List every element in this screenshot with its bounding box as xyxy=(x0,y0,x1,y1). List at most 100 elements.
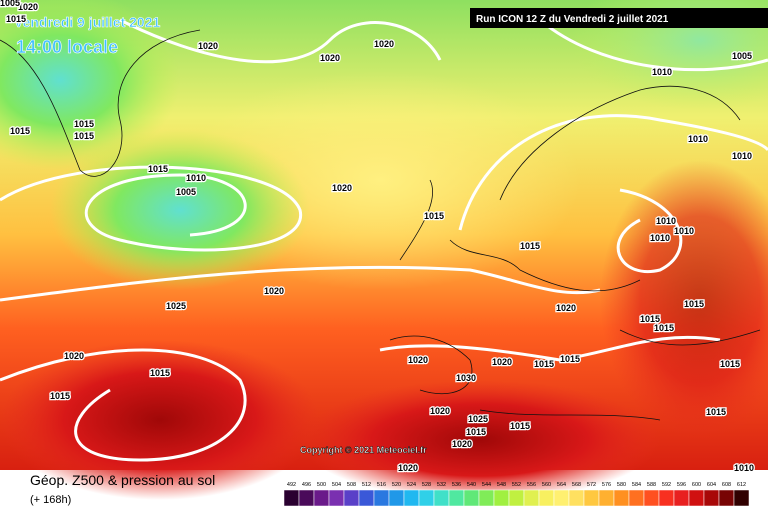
isobar-label: 1020 xyxy=(430,406,450,416)
isobar-label: 1020 xyxy=(264,286,284,296)
isobar-label: 1030 xyxy=(456,373,476,383)
isobar-label: 1025 xyxy=(166,301,186,311)
isobar-label: 1015 xyxy=(560,354,580,364)
scale-swatch xyxy=(538,489,555,507)
copyright: Copyright © 2021 Meteociel.fr xyxy=(300,445,427,455)
scale-swatch xyxy=(283,489,300,507)
scale-tick: 508 xyxy=(347,482,356,488)
isobar-label: 1015 xyxy=(6,14,26,24)
isobar-label: 1015 xyxy=(640,314,660,324)
scale-tick: 544 xyxy=(482,482,491,488)
isobar-label: 1020 xyxy=(452,439,472,449)
scale-swatch xyxy=(403,489,420,507)
scale-tick: 520 xyxy=(392,482,401,488)
scale-tick: 564 xyxy=(557,482,566,488)
scale-tick: 588 xyxy=(647,482,656,488)
scale-swatch xyxy=(568,489,585,507)
scale-swatch xyxy=(373,489,390,507)
isobar-label: 1015 xyxy=(0,0,20,8)
isobar-label: 1020 xyxy=(64,351,84,361)
scale-swatch xyxy=(688,489,705,507)
scale-swatch xyxy=(478,489,495,507)
isobar-label: 1015 xyxy=(150,368,170,378)
scale-swatch xyxy=(448,489,465,507)
scale-swatch xyxy=(343,489,360,507)
scale-tick: 552 xyxy=(512,482,521,488)
isobar-label: 1020 xyxy=(320,53,340,63)
scale-swatch xyxy=(583,489,600,507)
isobar-label: 1015 xyxy=(74,131,94,141)
scale-tick: 492 xyxy=(287,482,296,488)
isobar-label: 1015 xyxy=(74,119,94,129)
scale-tick: 504 xyxy=(332,482,341,488)
isobar-label: 1005 xyxy=(176,187,196,197)
isobar-label: 1010 xyxy=(652,67,672,77)
isobar-label: 1020 xyxy=(492,357,512,367)
isobar-label: 1015 xyxy=(148,164,168,174)
scale-tick: 528 xyxy=(422,482,431,488)
scale-tick: 576 xyxy=(602,482,611,488)
scale-tick: 596 xyxy=(677,482,686,488)
scale-swatch xyxy=(313,489,330,507)
scale-tick: 572 xyxy=(587,482,596,488)
scale-tick: 600 xyxy=(692,482,701,488)
scale-swatch xyxy=(703,489,720,507)
scale-swatch xyxy=(658,489,675,507)
scale-tick: 540 xyxy=(467,482,476,488)
scale-tick: 512 xyxy=(362,482,371,488)
scale-swatch xyxy=(418,489,435,507)
scale-swatch xyxy=(493,489,510,507)
isobar-label: 1015 xyxy=(720,359,740,369)
isobar-label: 1015 xyxy=(520,241,540,251)
scale-tick: 592 xyxy=(662,482,671,488)
isobar-label: 1015 xyxy=(510,421,530,431)
isobar-label: 1015 xyxy=(654,323,674,333)
isobar-label: 1010 xyxy=(186,173,206,183)
scale-tick: 568 xyxy=(572,482,581,488)
isobar-label: 1010 xyxy=(688,134,708,144)
run-info: Run ICON 12 Z du Vendredi 2 juillet 2021 xyxy=(476,14,669,25)
scale-swatch xyxy=(388,489,405,507)
run-banner xyxy=(470,8,768,28)
isobar-label: 1005 xyxy=(732,51,752,61)
scale-swatch xyxy=(553,489,570,507)
isobar-label: 1020 xyxy=(332,183,352,193)
scale-swatch xyxy=(463,489,480,507)
color-scale: 492 496 500 504 508 512 516 520 524 528 532 536 540 5… xyxy=(283,482,750,507)
scale-swatch xyxy=(613,489,630,507)
scale-swatch xyxy=(358,489,375,507)
scale-tick: 612 xyxy=(737,482,746,488)
isobar-label: 1020 xyxy=(198,41,218,51)
scale-swatch xyxy=(298,489,315,507)
isobar-label: 1020 xyxy=(556,303,576,313)
scale-swatch xyxy=(628,489,645,507)
scale-tick: 532 xyxy=(437,482,446,488)
scale-tick: 536 xyxy=(452,482,461,488)
isobar-label: 1010 xyxy=(732,151,752,161)
scale-tick: 516 xyxy=(377,482,386,488)
scale-tick: 556 xyxy=(527,482,536,488)
scale-tick: 548 xyxy=(497,482,506,488)
isobar-label: 1015 xyxy=(684,299,704,309)
isobar-label: 1010 xyxy=(650,233,670,243)
scale-swatch xyxy=(718,489,735,507)
isobar-label: 1015 xyxy=(534,359,554,369)
scale-tick: 500 xyxy=(317,482,326,488)
isobar-label: 1025 xyxy=(468,414,488,424)
isobar-label: 1010 xyxy=(674,226,694,236)
legend-title: Géop. Z500 & pression au sol xyxy=(30,472,215,488)
legend-lead: (+ 168h) xyxy=(30,494,71,506)
scale-swatch xyxy=(733,489,750,507)
scale-tick: 524 xyxy=(407,482,416,488)
scale-swatch xyxy=(328,489,345,507)
scale-swatch xyxy=(433,489,450,507)
scale-swatch xyxy=(673,489,690,507)
scale-tick: 560 xyxy=(542,482,551,488)
forecast-time: 14:00 locale xyxy=(16,37,118,57)
isobar-label: 1020 xyxy=(408,355,428,365)
scale-tick: 584 xyxy=(632,482,641,488)
isobar-labels: 1020101510201020102010051010101510151015… xyxy=(0,0,755,474)
scale-swatch xyxy=(508,489,525,507)
isobar-label: 1015 xyxy=(50,391,70,401)
isobar-label: 1010 xyxy=(656,216,676,226)
